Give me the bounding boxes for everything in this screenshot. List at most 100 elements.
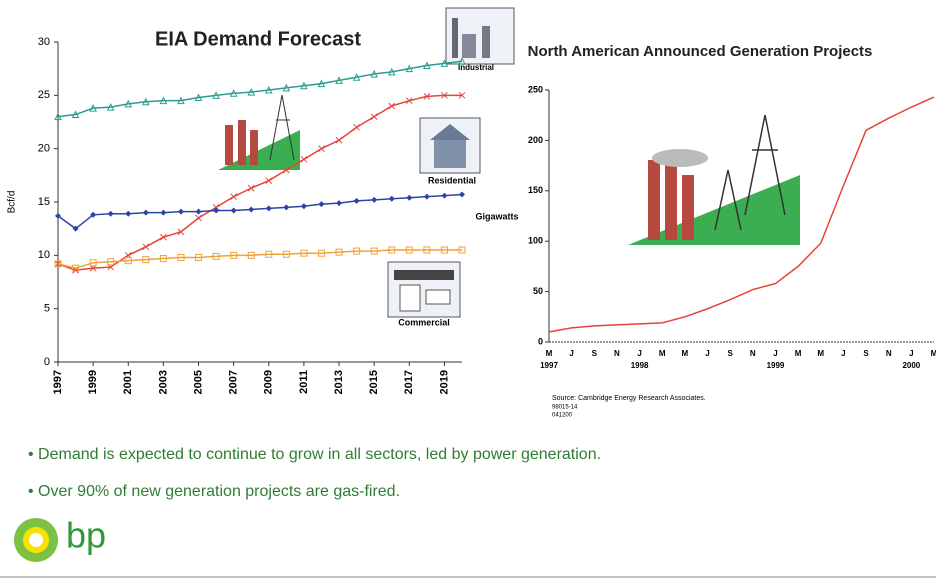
annotation: Commercial <box>398 317 450 327</box>
x-year-label: 2000 <box>902 361 920 370</box>
marker <box>352 73 361 81</box>
marker <box>423 93 431 100</box>
chart-title: EIA Demand Forecast <box>155 28 361 50</box>
x-tick-label: 2003 <box>157 370 169 394</box>
x-tick-label: N <box>886 349 892 358</box>
marker <box>124 99 133 108</box>
icon-part <box>434 140 466 168</box>
marker <box>336 200 343 207</box>
marker <box>265 205 272 212</box>
marker <box>194 93 203 101</box>
x-tick-label: J <box>569 349 573 358</box>
chimney <box>225 125 233 165</box>
marker <box>441 91 448 99</box>
marker <box>317 249 325 257</box>
marker <box>318 145 325 153</box>
x-tick-label: 2019 <box>438 370 450 394</box>
marker <box>371 196 378 203</box>
marker <box>159 96 168 105</box>
marker <box>72 225 79 232</box>
marker <box>458 91 466 99</box>
marker <box>248 206 255 213</box>
marker <box>353 197 360 204</box>
marker <box>300 81 308 90</box>
x-tick-label: 2009 <box>263 370 275 394</box>
marker <box>370 69 378 78</box>
marker <box>142 97 150 106</box>
x-tick-label: 2007 <box>228 370 240 394</box>
marker <box>142 209 149 216</box>
y-tick-label: 200 <box>528 135 543 145</box>
icon-part <box>394 270 454 280</box>
tower <box>269 94 295 161</box>
bullet: • Demand is expected to continue to grow… <box>28 446 601 463</box>
logo-sun <box>29 533 43 547</box>
marker <box>283 204 290 211</box>
x-tick-label: M <box>931 349 936 358</box>
marker <box>440 246 448 254</box>
marker <box>423 246 431 254</box>
x-tick-label: 2005 <box>192 370 204 394</box>
marker <box>247 88 256 96</box>
marker <box>160 233 167 241</box>
line <box>57 60 463 118</box>
x-tick-label: 2013 <box>333 370 345 394</box>
marker <box>353 247 361 255</box>
icon-part <box>462 34 476 58</box>
marker <box>387 67 396 76</box>
marker <box>90 211 97 218</box>
marker <box>247 184 255 192</box>
marker <box>441 192 448 199</box>
marker <box>282 166 290 174</box>
marker <box>317 79 326 88</box>
marker <box>177 228 185 236</box>
marker <box>265 177 273 185</box>
marker <box>195 208 202 215</box>
y-tick-label: 150 <box>528 185 543 195</box>
x-tick-label: M <box>659 349 666 358</box>
y-tick-label: 250 <box>528 84 543 94</box>
x-tick-label: 2001 <box>122 370 134 394</box>
x-tick-label: 2011 <box>298 370 310 394</box>
x-tick-label: N <box>750 349 756 358</box>
line <box>57 94 462 272</box>
logo-text: bp <box>66 515 106 556</box>
y-tick-label: 25 <box>38 89 50 101</box>
icon-part <box>482 26 490 58</box>
x-year-label: 1997 <box>540 361 558 370</box>
marker <box>230 193 238 201</box>
annotation: Residential <box>428 175 476 185</box>
marker <box>388 102 396 110</box>
marker <box>142 243 150 251</box>
icon-part <box>452 18 458 58</box>
x-tick-label: 2017 <box>403 370 415 394</box>
x-tick-label: S <box>592 349 598 358</box>
x-tick-label: J <box>909 349 913 358</box>
marker <box>177 253 185 261</box>
marker <box>335 136 343 144</box>
marker <box>229 89 238 97</box>
marker <box>106 102 115 111</box>
marker <box>160 209 167 216</box>
marker <box>212 91 220 99</box>
line <box>57 193 463 230</box>
bullet-text: Over 90% of new generation projects are … <box>38 483 400 500</box>
y-axis-label: Gigawatts <box>475 211 518 221</box>
icon-part <box>430 124 470 140</box>
marker <box>370 113 378 121</box>
marker <box>55 212 61 219</box>
chimney <box>665 165 677 240</box>
marker <box>388 195 395 202</box>
x-tick-label: S <box>863 349 869 358</box>
marker <box>177 96 185 105</box>
marker <box>405 246 413 254</box>
marker <box>388 246 396 254</box>
marker <box>335 76 343 84</box>
x-tick-label: J <box>841 349 845 358</box>
marker <box>405 97 413 105</box>
marker <box>142 256 150 264</box>
marker <box>195 214 202 222</box>
icon-part <box>425 289 451 305</box>
source-code: 041200 <box>552 413 573 419</box>
y-tick-label: 5 <box>44 303 50 315</box>
